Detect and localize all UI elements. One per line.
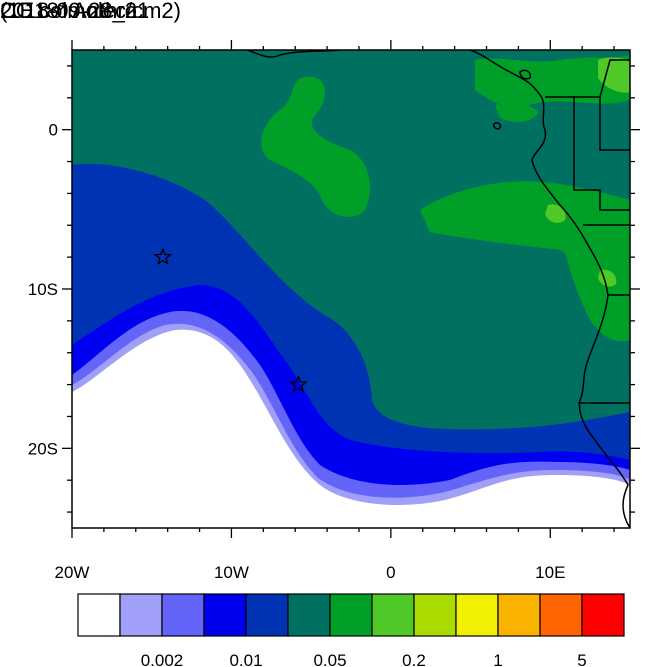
field-band-ffffff <box>72 329 630 528</box>
axis-ticks <box>62 40 640 538</box>
colorbar-swatch <box>413 593 457 637</box>
x-tick-label: 10E <box>535 563 565 582</box>
colorbar-swatch <box>287 593 331 637</box>
axis-tick-labels: 20W 10W 0 10E 0 10S 20S <box>28 121 566 582</box>
marker-stars <box>153 247 308 393</box>
colorbar-label: 0.01 <box>229 651 262 667</box>
y-tick-label: 20S <box>28 439 58 458</box>
colorbar-swatch <box>497 593 541 637</box>
coastlines <box>247 50 630 528</box>
field-band-00a028-ne <box>475 55 630 108</box>
colorbar-swatch <box>539 593 583 637</box>
star-marker <box>289 374 308 393</box>
colorbar-label: 1 <box>493 651 502 667</box>
field-band-00a028-coast <box>565 248 630 342</box>
colorbar-swatch <box>203 593 247 637</box>
colorbar-label: 0.2 <box>402 651 426 667</box>
map-title: CO col Anthro <box>0 0 137 23</box>
field-band-00a028-gulf <box>495 102 538 122</box>
colorbar <box>77 593 625 637</box>
field-band-0032b4-west <box>72 224 120 262</box>
colorbar-label: 5 <box>577 651 586 667</box>
colorbar-swatch <box>245 593 289 637</box>
colorbar-swatch <box>371 593 415 637</box>
timestamp-label: 2018-09-28_21 <box>0 0 150 23</box>
colorbar-swatch <box>455 593 499 637</box>
colorbar-label: 0.05 <box>313 651 346 667</box>
x-tick-label: 10W <box>214 563 249 582</box>
colorbar-swatch <box>161 593 205 637</box>
concentration-field <box>72 50 630 528</box>
field-band-50c828-2 <box>545 204 566 223</box>
colorbar-swatch <box>581 593 625 637</box>
colorbar-swatch <box>77 593 121 637</box>
colorbar-labels: 0.002 0.01 0.05 0.2 1 5 <box>141 651 587 667</box>
field-band-00a028-east <box>420 181 630 300</box>
y-tick-label: 0 <box>49 121 58 140</box>
x-tick-label: 20W <box>55 563 90 582</box>
field-band-50c828-1 <box>598 57 630 93</box>
units-label: (1E18*molec/cm2) <box>0 0 181 23</box>
field-band-00a028-north <box>261 76 370 217</box>
x-tick-label: 0 <box>386 563 395 582</box>
star-marker <box>153 247 173 266</box>
colorbar-swatch <box>119 593 163 637</box>
y-tick-label: 10S <box>28 280 58 299</box>
colorbar-swatch <box>329 593 373 637</box>
colorbar-label: 0.002 <box>141 651 184 667</box>
